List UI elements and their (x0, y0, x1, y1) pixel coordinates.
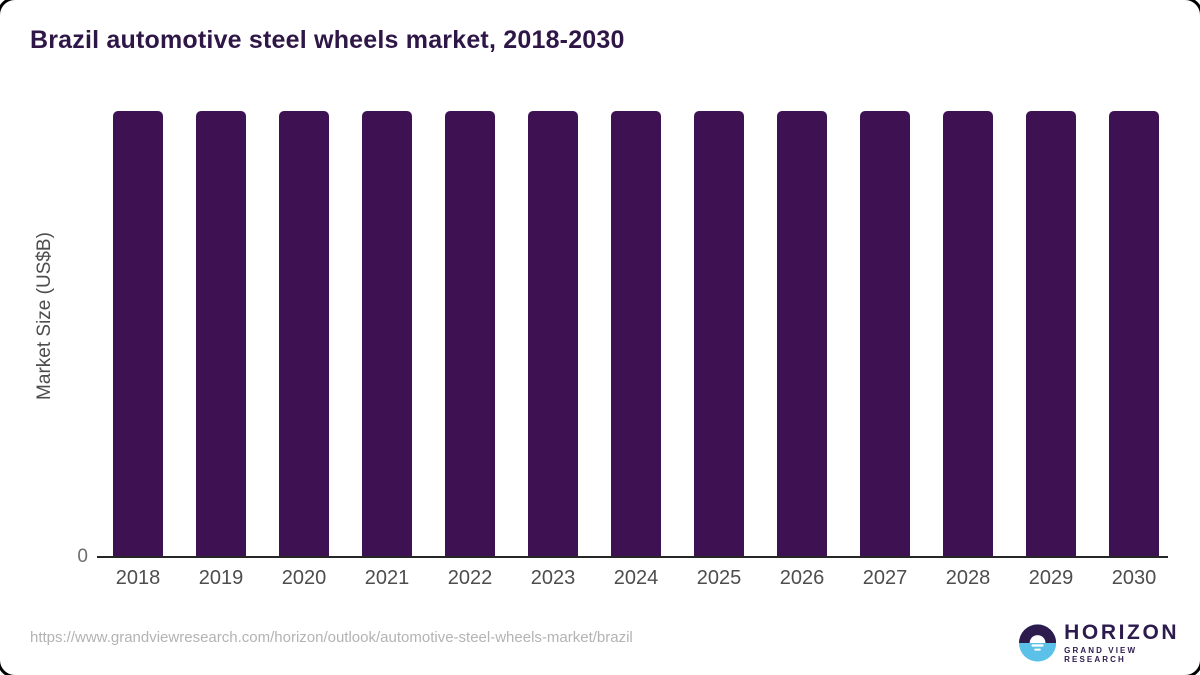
bar-2027 (860, 111, 910, 557)
x-tick-label-2023: 2023 (530, 567, 576, 589)
x-tick-label-2022: 2022 (447, 567, 493, 589)
horizon-logo-name: HORIZON (1064, 621, 1180, 644)
y-axis-tick-0: 0 (77, 546, 88, 567)
bar-2018 (113, 111, 163, 557)
x-tick-label-2025: 2025 (696, 567, 742, 589)
bar-2029 (1026, 111, 1076, 557)
x-axis-line (97, 556, 1168, 558)
x-tick-label-2030: 2030 (1111, 567, 1157, 589)
x-tick-label-2018: 2018 (115, 567, 161, 589)
horizon-logo-subtitle: GRAND VIEW RESEARCH (1064, 646, 1138, 664)
x-tick-label-2028: 2028 (945, 567, 991, 589)
bar-2021 (362, 111, 412, 557)
bar-2023 (528, 111, 578, 557)
x-tick-label-2021: 2021 (364, 567, 410, 589)
horizon-logo: HORIZON GRAND VIEW RESEARCH (1019, 622, 1200, 664)
x-tick-label-2020: 2020 (281, 567, 327, 589)
x-tick-label-2029: 2029 (1028, 567, 1074, 589)
bar-2020 (279, 111, 329, 557)
horizon-sun-over-water-icon (1019, 624, 1057, 662)
source-url: https://www.grandviewresearch.com/horizo… (30, 629, 633, 646)
chart-title: Brazil automotive steel wheels market, 2… (30, 26, 625, 54)
bar-2024 (611, 111, 661, 557)
x-tick-label-2026: 2026 (779, 567, 825, 589)
horizon-logo-text: HORIZON GRAND VIEW RESEARCH (1064, 621, 1200, 665)
bar-2026 (777, 111, 827, 557)
x-tick-label-2019: 2019 (198, 567, 244, 589)
bar-2028 (943, 111, 993, 557)
x-tick-label-2027: 2027 (862, 567, 908, 589)
bar-2019 (196, 111, 246, 557)
bar-2025 (694, 111, 744, 557)
bar-2022 (445, 111, 495, 557)
x-tick-label-2024: 2024 (613, 567, 659, 589)
bar-2030 (1109, 111, 1159, 557)
